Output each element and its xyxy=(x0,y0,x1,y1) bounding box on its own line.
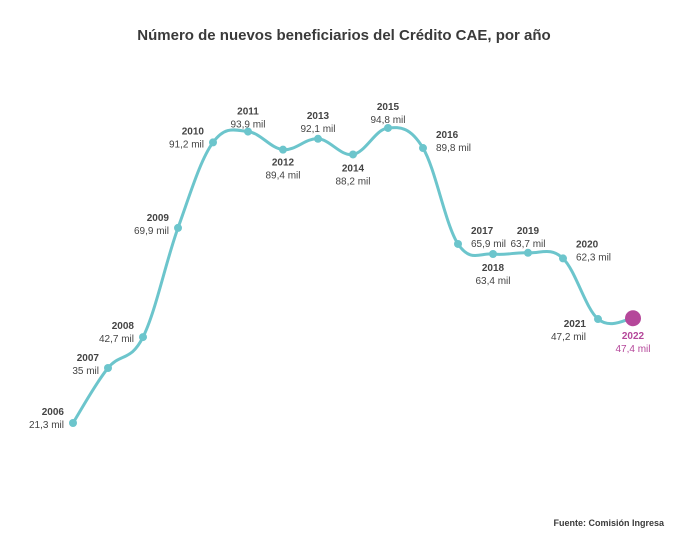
value-label: 89,8 mil xyxy=(436,143,471,154)
data-point xyxy=(349,150,357,159)
data-point xyxy=(174,223,182,232)
value-label: 47,2 mil xyxy=(551,332,586,343)
data-point xyxy=(489,250,497,259)
data-point xyxy=(454,239,462,248)
value-label: 42,7 mil xyxy=(99,334,134,345)
data-point xyxy=(314,134,322,143)
data-point xyxy=(139,333,147,342)
year-label: 2022 xyxy=(622,331,645,342)
year-label: 2015 xyxy=(377,102,400,113)
year-label: 2013 xyxy=(307,111,330,122)
value-label: 92,1 mil xyxy=(300,124,335,135)
year-label: 2012 xyxy=(272,158,295,169)
source-note: Fuente: Comisión Ingresa xyxy=(553,518,664,528)
highlight-point xyxy=(625,310,641,327)
data-point xyxy=(594,315,602,324)
year-label: 2016 xyxy=(436,130,459,141)
value-label: 47,4 mil xyxy=(615,344,650,355)
value-label: 63,7 mil xyxy=(510,239,545,250)
year-label: 2008 xyxy=(112,321,135,332)
value-label: 91,2 mil xyxy=(169,139,204,150)
data-point xyxy=(279,145,287,154)
value-label: 35 mil xyxy=(72,366,99,377)
data-point xyxy=(69,419,77,427)
value-label: 89,4 mil xyxy=(265,171,300,182)
value-label: 94,8 mil xyxy=(370,115,405,126)
data-point xyxy=(524,248,532,257)
year-label: 2006 xyxy=(42,407,65,418)
year-label: 2009 xyxy=(147,213,170,224)
year-label: 2014 xyxy=(342,163,365,174)
value-label: 63,4 mil xyxy=(475,276,510,287)
data-point xyxy=(104,364,112,373)
year-label: 2018 xyxy=(482,263,505,274)
year-label: 2010 xyxy=(182,126,205,137)
year-label: 2017 xyxy=(471,226,494,237)
year-label: 2019 xyxy=(517,226,540,237)
year-label: 2011 xyxy=(237,107,259,118)
year-label: 2020 xyxy=(576,239,599,250)
data-point xyxy=(559,254,567,263)
chart-title: Número de nuevos beneficiarios del Crédi… xyxy=(137,27,551,44)
value-label: 93,9 mil xyxy=(230,120,265,131)
data-point xyxy=(419,144,427,153)
value-label: 21,3 mil xyxy=(29,420,64,431)
data-point xyxy=(209,138,217,147)
year-label: 2021 xyxy=(564,319,587,330)
year-label: 2007 xyxy=(77,353,100,364)
value-label: 69,9 mil xyxy=(134,226,169,237)
data-point xyxy=(384,123,392,132)
value-label: 62,3 mil xyxy=(576,252,611,263)
value-label: 88,2 mil xyxy=(335,176,370,187)
value-label: 65,9 mil xyxy=(471,239,506,250)
data-point xyxy=(244,127,252,136)
